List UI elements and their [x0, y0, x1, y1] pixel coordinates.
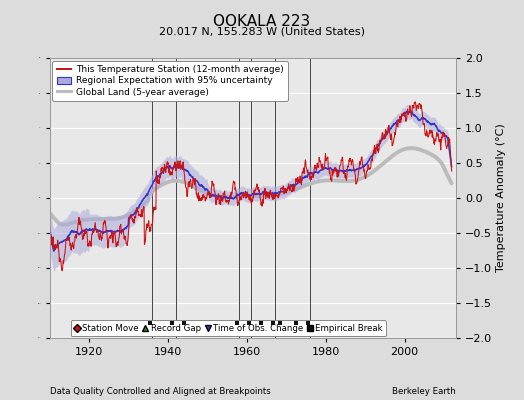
Text: Data Quality Controlled and Aligned at Breakpoints: Data Quality Controlled and Aligned at B… — [50, 387, 270, 396]
Legend: Station Move, Record Gap, Time of Obs. Change, Empirical Break: Station Move, Record Gap, Time of Obs. C… — [71, 320, 386, 336]
Y-axis label: Temperature Anomaly (°C): Temperature Anomaly (°C) — [496, 124, 506, 272]
Text: Berkeley Earth: Berkeley Earth — [392, 387, 456, 396]
Text: 20.017 N, 155.283 W (United States): 20.017 N, 155.283 W (United States) — [159, 26, 365, 36]
Text: OOKALA 223: OOKALA 223 — [213, 14, 311, 29]
